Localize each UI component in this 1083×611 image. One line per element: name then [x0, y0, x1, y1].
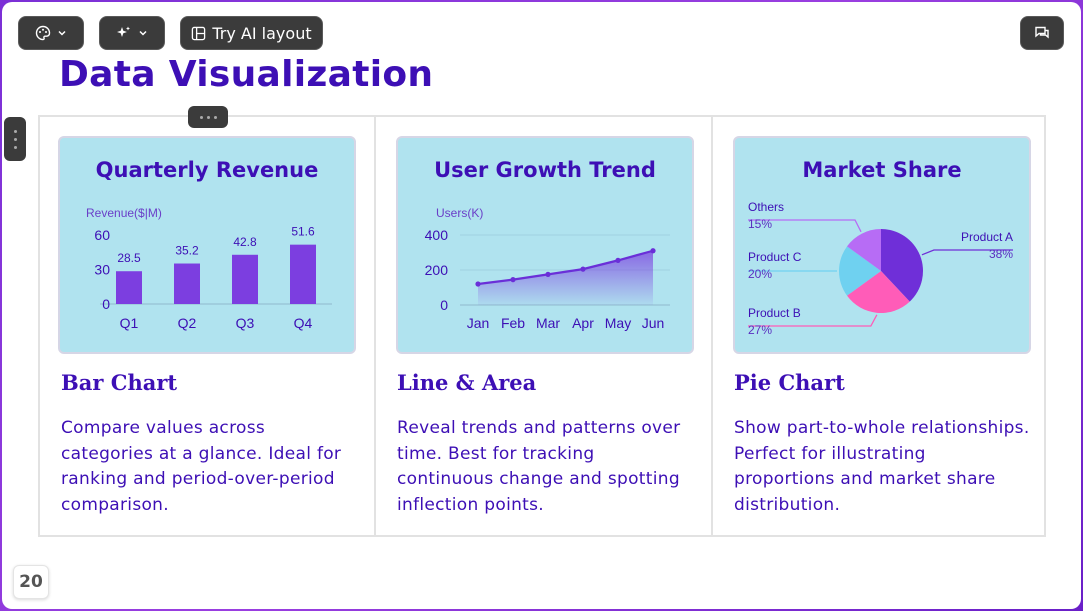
pie-slice [847, 229, 881, 271]
slice-name-label: Product C [748, 250, 802, 264]
x-tick-label: Q4 [294, 315, 313, 331]
data-label: 35.2 [175, 244, 199, 258]
slice-name-label: Product A [961, 230, 1013, 244]
bar [116, 271, 142, 304]
comments-button[interactable] [1020, 16, 1064, 50]
cell-heading: Bar Chart [61, 370, 178, 395]
cell-description: Reveal trends and patterns over time. Be… [397, 418, 681, 515]
data-point [545, 271, 551, 277]
try-ai-layout-button[interactable]: Try AI layout [180, 16, 323, 50]
slice-percent-label: 38% [989, 247, 1013, 261]
y-tick-label: 200 [425, 262, 449, 278]
y-axis-label: Revenue($|M) [86, 206, 162, 220]
bar [232, 254, 258, 304]
data-label: 28.5 [117, 251, 141, 265]
x-tick-label: May [605, 315, 631, 331]
pie-slice [881, 229, 923, 302]
block-drag-handle[interactable] [188, 106, 228, 128]
slice-name-label: Others [748, 200, 784, 214]
chart-title: Quarterly Revenue [95, 158, 319, 182]
bar-chart-cell: Quarterly Revenue Revenue($|M) 0 30 60 28.5… [40, 117, 376, 535]
comment-icon [1035, 26, 1049, 39]
theme-dropdown-button[interactable] [18, 16, 84, 50]
pie-chart-card: Market Share Product A 38% Product B 27% Pro… [733, 136, 1031, 354]
y-tick-label: 30 [94, 262, 110, 278]
bar [290, 244, 316, 304]
chevron-down-icon [58, 30, 66, 36]
chart-title: Market Share [802, 158, 962, 182]
x-tick-label: Q2 [178, 315, 197, 331]
chart-title: User Growth Trend [434, 158, 656, 182]
bar-chart: Revenue($|M) 0 30 60 28.5 Q1 35.2 Q2 42.8 Q3 51.6… [86, 206, 332, 331]
sparkle-icon [117, 26, 130, 37]
slice-percent-label: 15% [748, 217, 772, 231]
slide-drag-handle[interactable] [4, 117, 26, 161]
x-tick-label: Jan [467, 315, 490, 331]
x-tick-label: Q3 [236, 315, 255, 331]
y-tick-label: 0 [102, 296, 110, 312]
bar-chart-card: Quarterly Revenue Revenue($|M) 0 30 60 28.5… [58, 136, 356, 354]
y-tick-label: 0 [440, 297, 448, 313]
area-chart: Users(K) 0 200 400 Jan Feb Mar Apr May Jun [425, 206, 670, 331]
data-point [650, 248, 656, 254]
pie-chart-cell: Market Share Product A 38% Product B 27% Pro… [713, 117, 1046, 535]
area-fill [478, 250, 653, 305]
x-tick-label: Feb [501, 315, 525, 331]
slice-percent-label: 27% [748, 323, 772, 337]
data-point [475, 281, 481, 287]
data-point [510, 277, 516, 283]
cell-heading: Line & Area [397, 370, 537, 395]
pie-slice [839, 246, 881, 296]
series-line [477, 249, 654, 286]
x-tick-label: Apr [572, 315, 594, 331]
x-tick-label: Mar [536, 315, 560, 331]
leader-line [748, 314, 878, 327]
chevron-down-icon [139, 30, 147, 36]
pie-chart: Product A 38% Product B 27% Product C 20% Othe… [748, 200, 1013, 337]
leader-line [748, 219, 862, 233]
ai-dropdown-button[interactable] [99, 16, 165, 50]
cell-heading: Pie Chart [734, 370, 845, 395]
y-tick-label: 400 [425, 227, 449, 243]
line-chart-card: User Growth Trend Users(K) 0 200 400 Jan Feb… [396, 136, 694, 354]
y-tick-label: 60 [94, 227, 110, 243]
x-tick-label: Jun [642, 315, 665, 331]
data-label: 42.8 [233, 235, 257, 249]
card-grid: Quarterly Revenue Revenue($|M) 0 30 60 28.5… [38, 115, 1046, 537]
slice-name-label: Product B [748, 306, 801, 320]
try-ai-layout-label: Try AI layout [212, 23, 312, 43]
line-chart-cell: User Growth Trend Users(K) 0 200 400 Jan Feb… [376, 117, 713, 535]
palette-icon [35, 25, 51, 41]
slide-title[interactable]: Data Visualization [59, 54, 434, 95]
leader-line [921, 249, 1013, 256]
layout-icon [192, 26, 206, 40]
pie-slice [847, 271, 910, 313]
bar [174, 263, 200, 304]
slice-percent-label: 20% [748, 267, 772, 281]
data-label: 51.6 [291, 225, 315, 239]
data-point [580, 266, 586, 272]
y-axis-label: Users(K) [436, 206, 483, 220]
cell-description: Compare values across categories at a gl… [61, 418, 342, 515]
page-number-badge[interactable]: 20 [13, 565, 49, 599]
cell-description: Show part-to-whole relationships. Perfec… [734, 418, 1030, 515]
x-tick-label: Q1 [120, 315, 139, 331]
data-point [615, 257, 621, 263]
